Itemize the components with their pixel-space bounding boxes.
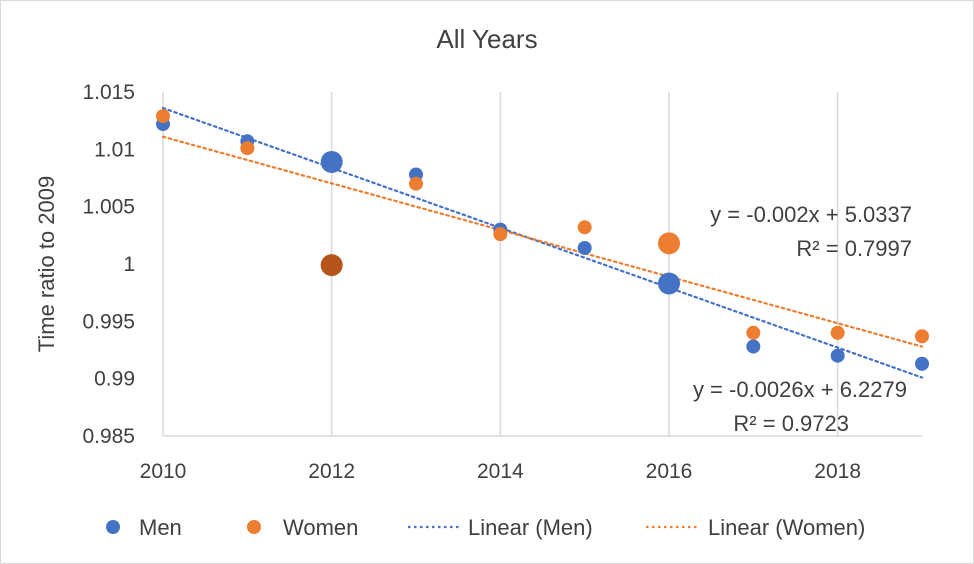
- legend-marker-women: [247, 520, 261, 534]
- y-tick-label: 1.01: [94, 138, 135, 161]
- y-tick-label: 0.99: [94, 368, 135, 391]
- men-trend-equation: y = -0.0026x + 6.2279: [693, 377, 907, 402]
- chart-title: All Years: [436, 24, 537, 54]
- trendline-men: [161, 106, 924, 379]
- tick-labels: 2010 2012 2014 2016 2018 0.985 0.99 0.995 1 1.005…: [82, 81, 861, 483]
- y-axis-label: Time ratio to 2009: [34, 176, 59, 353]
- legend-label-men: Men: [139, 515, 182, 540]
- legend-label-women: Women: [283, 515, 358, 540]
- women-point-2018: [830, 325, 845, 340]
- x-tick-label: 2010: [140, 460, 187, 483]
- men-point-2015: [577, 240, 592, 255]
- y-tick-label: 1: [123, 253, 135, 276]
- women-point-2014: [493, 227, 508, 242]
- legend-label-linear-women: Linear (Women): [708, 515, 865, 540]
- y-tick-label: 0.985: [82, 425, 135, 448]
- men-point-2016: [658, 272, 680, 295]
- trendline-equations: y = -0.002x + 5.0337 R² = 0.7997 y = -0.00…: [693, 202, 912, 436]
- men-point-2012: [320, 150, 343, 173]
- x-tick-label: 2018: [814, 460, 861, 483]
- men-point-2018: [830, 348, 845, 363]
- legend-label-linear-men: Linear (Men): [468, 515, 593, 540]
- women-point-2016: [658, 232, 680, 255]
- y-tick-label: 1.005: [82, 196, 135, 219]
- women-point-2019: [915, 329, 929, 344]
- trendlines: [161, 106, 924, 379]
- women-trend-r2: R² = 0.7997: [796, 236, 912, 261]
- women-point-2010: [156, 109, 170, 124]
- trendline-women: [161, 135, 924, 348]
- x-tick-label: 2016: [646, 460, 693, 483]
- y-tick-label: 0.995: [82, 310, 135, 333]
- men-point-2017: [746, 339, 761, 354]
- x-tick-label: 2014: [477, 460, 524, 483]
- women-point-2017: [746, 325, 761, 340]
- legend-marker-men: [106, 520, 120, 534]
- women-point-2011: [240, 141, 255, 156]
- women-point-2012: [320, 254, 343, 277]
- women-point-2015: [577, 220, 592, 235]
- men-trend-r2: R² = 0.9723: [733, 411, 849, 436]
- men-point-2019: [915, 356, 929, 371]
- x-tick-label: 2012: [308, 460, 355, 483]
- legend: Men Women Linear (Men) Linear (Women): [106, 515, 865, 540]
- data-points: [156, 109, 929, 371]
- y-tick-label: 1.015: [82, 81, 135, 104]
- women-point-2013: [409, 176, 423, 191]
- women-trend-equation: y = -0.002x + 5.0337: [710, 202, 912, 227]
